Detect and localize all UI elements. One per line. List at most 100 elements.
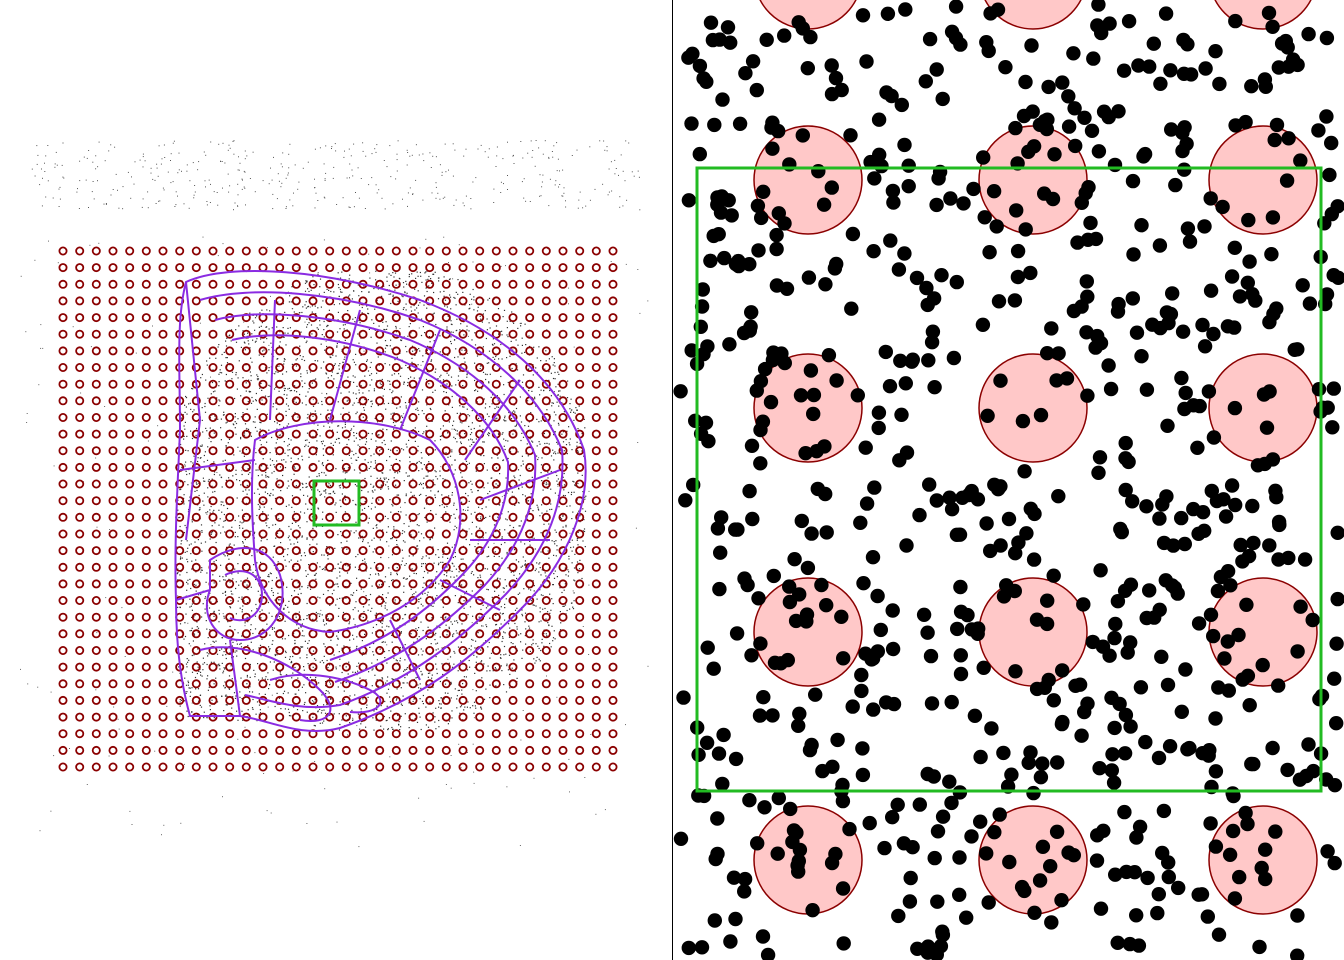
cell-point bbox=[348, 439, 350, 441]
cell-point bbox=[431, 617, 433, 619]
cell-point bbox=[312, 405, 315, 407]
cell-point bbox=[279, 466, 282, 468]
cell-point bbox=[26, 413, 28, 414]
cell-point bbox=[327, 552, 329, 554]
cell-point bbox=[521, 455, 523, 457]
cell-point bbox=[324, 712, 327, 714]
cell-point bbox=[249, 676, 251, 678]
cell-point bbox=[280, 490, 282, 492]
cell-point bbox=[418, 494, 421, 496]
cell-point bbox=[538, 386, 540, 388]
cell-point bbox=[341, 459, 344, 462]
cell-point bbox=[344, 472, 346, 474]
cell-point bbox=[427, 672, 430, 674]
cell-point bbox=[224, 162, 226, 164]
cell-point bbox=[184, 465, 186, 467]
cell-point bbox=[556, 474, 558, 477]
cell-point bbox=[551, 405, 553, 407]
cell-point bbox=[540, 389, 542, 391]
cell-point bbox=[399, 657, 401, 659]
cell-point bbox=[271, 179, 273, 181]
cell-point bbox=[444, 683, 447, 685]
cell-point bbox=[225, 479, 227, 481]
cell-point bbox=[380, 383, 382, 386]
cell-point bbox=[353, 432, 355, 434]
cell-point bbox=[294, 648, 296, 650]
cell-point bbox=[287, 708, 290, 710]
cell-point bbox=[357, 610, 359, 612]
cell-point bbox=[301, 536, 303, 538]
cell-point bbox=[232, 593, 234, 595]
cell-point bbox=[348, 661, 350, 663]
cell-point bbox=[529, 533, 531, 535]
cell-point bbox=[497, 457, 499, 459]
cell-point bbox=[488, 641, 490, 644]
cell-point bbox=[548, 205, 550, 207]
cell-point bbox=[299, 355, 301, 357]
cell-point bbox=[312, 527, 314, 529]
cell-point bbox=[307, 391, 309, 393]
cell-point bbox=[534, 548, 536, 550]
cell-point bbox=[288, 438, 290, 440]
cell-point bbox=[228, 688, 231, 690]
cell-point bbox=[606, 146, 608, 148]
cell-point bbox=[347, 310, 349, 312]
cell-point bbox=[457, 622, 459, 624]
cell-point bbox=[424, 272, 426, 274]
cell-point bbox=[461, 623, 463, 625]
cell-point bbox=[293, 390, 296, 392]
cell-point bbox=[472, 639, 474, 641]
cell-point bbox=[346, 400, 348, 402]
cell-point bbox=[224, 681, 226, 683]
cell-point bbox=[408, 555, 410, 557]
cell-point bbox=[323, 568, 325, 570]
cell-point bbox=[190, 543, 192, 545]
cell-point bbox=[558, 373, 560, 375]
cell-point bbox=[494, 407, 496, 410]
cell-point bbox=[269, 495, 271, 497]
cell-point bbox=[337, 638, 339, 640]
cell-point bbox=[340, 682, 342, 684]
cell-point bbox=[362, 416, 364, 418]
cell-point bbox=[312, 666, 314, 668]
cell-point bbox=[291, 578, 293, 580]
cell-point bbox=[255, 400, 257, 402]
cell-point bbox=[270, 573, 272, 575]
cell-point bbox=[235, 329, 237, 331]
cell-point bbox=[435, 513, 437, 515]
cell-point bbox=[460, 323, 462, 325]
cell-point bbox=[337, 686, 339, 688]
cell-point bbox=[188, 659, 190, 661]
cell-point bbox=[279, 341, 281, 343]
cell-point bbox=[547, 477, 549, 479]
cell-point bbox=[315, 676, 317, 679]
cell-point bbox=[371, 662, 373, 664]
cell-point bbox=[396, 494, 398, 496]
cell-point bbox=[441, 494, 443, 496]
cell-point bbox=[142, 153, 144, 155]
cell-point bbox=[430, 490, 432, 492]
cell-point bbox=[191, 437, 194, 440]
cell-point bbox=[222, 672, 224, 674]
cell-point bbox=[554, 365, 556, 367]
cell-point bbox=[218, 344, 220, 346]
cell-point bbox=[306, 602, 308, 605]
cell-point bbox=[133, 183, 135, 185]
cell-point bbox=[535, 568, 537, 570]
cell-point bbox=[564, 495, 566, 497]
cell-point bbox=[204, 541, 207, 543]
cell-point bbox=[47, 145, 49, 146]
cell-point bbox=[203, 461, 205, 463]
cell-point bbox=[220, 160, 221, 162]
cell-point bbox=[417, 304, 420, 306]
cell-point bbox=[487, 493, 489, 495]
cell-point bbox=[370, 475, 372, 477]
cell-point bbox=[214, 418, 216, 420]
cell-point bbox=[421, 654, 423, 656]
cell-point bbox=[315, 526, 317, 528]
cell-point bbox=[425, 555, 427, 557]
cell-point bbox=[421, 673, 423, 675]
cell-point bbox=[473, 654, 475, 656]
cell-point bbox=[487, 589, 489, 591]
cell-point bbox=[534, 569, 536, 572]
